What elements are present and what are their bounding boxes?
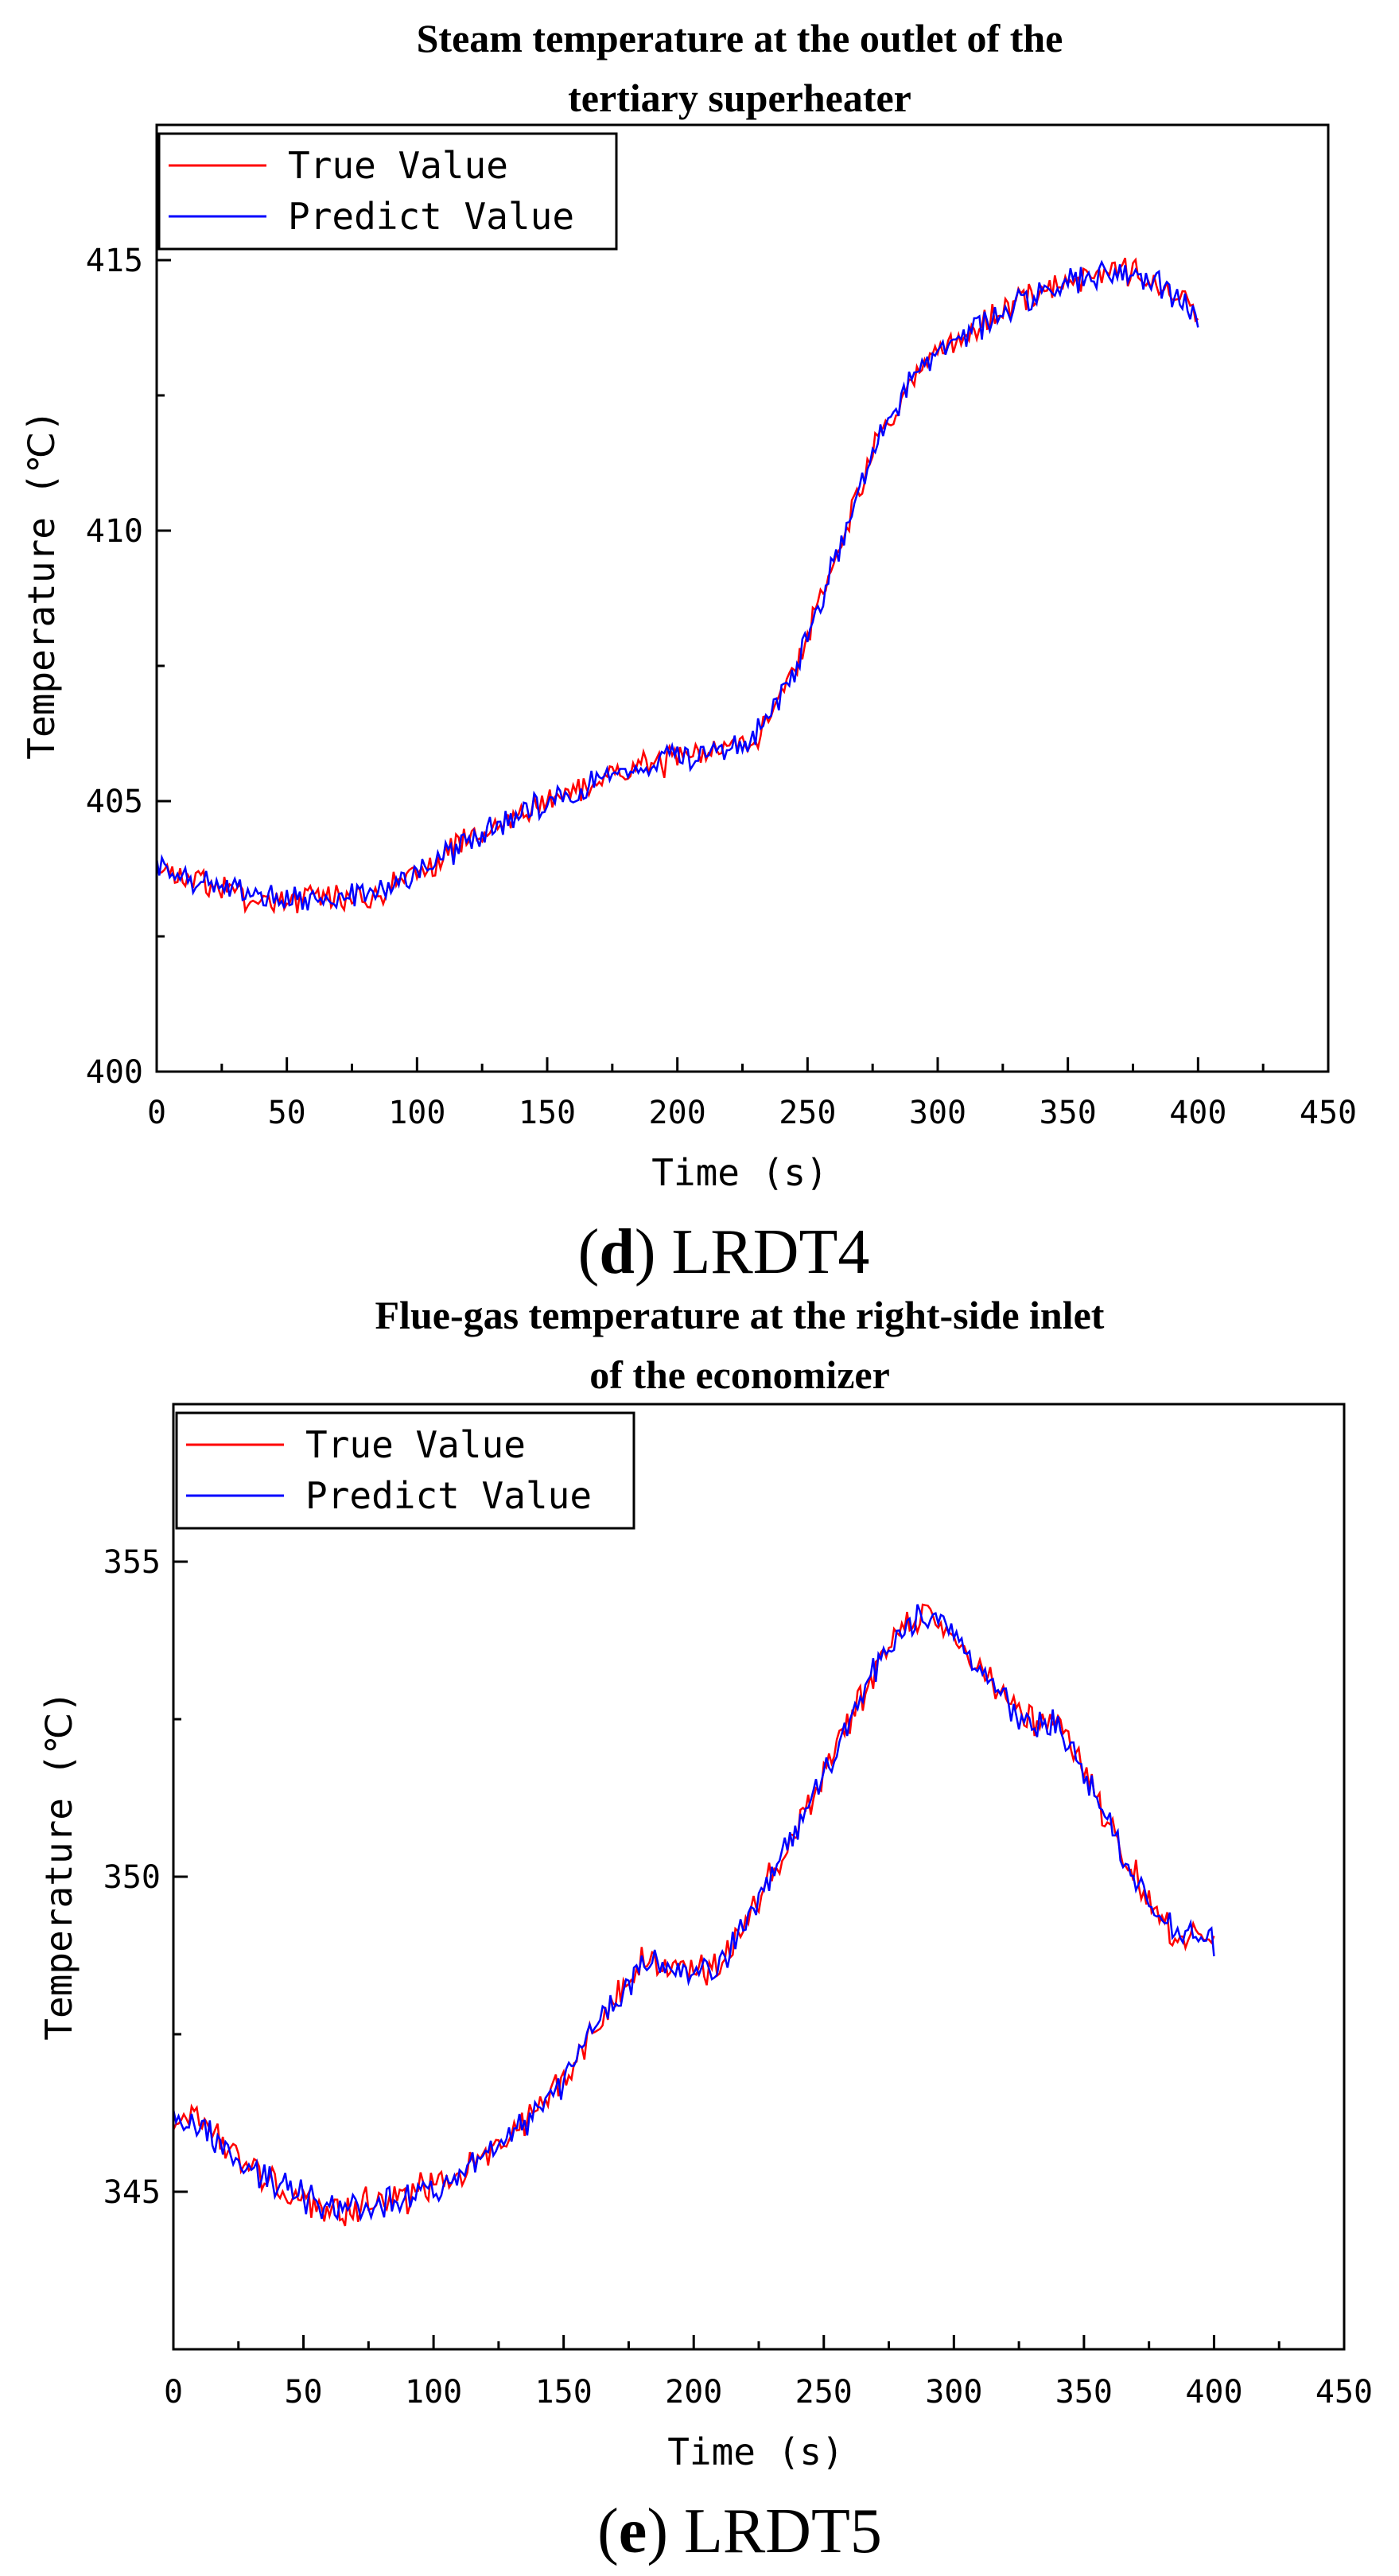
- chart-d-y-tick-label: 410: [86, 513, 143, 550]
- chart-d-x-tick-label: 200: [649, 1095, 706, 1131]
- chart-d-legend-box: [157, 132, 618, 251]
- chart-e-x-tick-label: 100: [405, 2374, 462, 2411]
- chart-d-legend-predict-label: Predict Value: [288, 195, 574, 238]
- chart-e-y-tick-label: 350: [103, 1859, 161, 1896]
- chart-e-x-tick-label: 350: [1055, 2374, 1113, 2411]
- chart-e-legend-true-label: True Value: [305, 1423, 526, 1466]
- chart-d-legend-true-label: True Value: [288, 144, 508, 187]
- chart-d-x-tick-label: 350: [1040, 1095, 1097, 1131]
- chart-d-true-value-line: [155, 257, 1199, 915]
- chart-d-y-axis-label: Temperature (℃): [20, 410, 63, 759]
- chart-d-caption: (d) LRDT4: [578, 1217, 870, 1287]
- chart-e-x-tick-label: 150: [535, 2374, 593, 2411]
- chart-e-x-tick-label: 300: [925, 2374, 982, 2411]
- chart-e-plot-area: 0 50 100 150 200 250 300 350 400 450 345 350 355: [103, 1403, 1373, 2411]
- chart-e-caption: (e) LRDT5: [597, 2496, 882, 2566]
- chart-d-y-tick-label: 415: [86, 243, 143, 279]
- chart-e-x-tick-label: 450: [1315, 2374, 1373, 2411]
- chart-d-y-tick-label: 405: [86, 784, 143, 820]
- chart-e-y-tick-label: 345: [103, 2174, 161, 2211]
- chart-e-x-tick-label: 400: [1185, 2374, 1242, 2411]
- chart-d-title-line-1: Steam temperature at the outlet of the: [417, 16, 1063, 60]
- chart-d-x-tick-label: 300: [909, 1095, 966, 1131]
- chart-e-x-tick-label: 0: [164, 2374, 183, 2411]
- chart-e-true-value-line: [172, 1603, 1215, 2227]
- chart-e-legend: True Value Predict Value: [175, 1411, 635, 1530]
- chart-d-plot-frame: [155, 123, 1330, 1073]
- chart-d-x-tick-label: 100: [388, 1095, 445, 1131]
- chart-d-predict-value-line: [155, 259, 1199, 911]
- chart-d-plot-area: 0 50 100 150 200 250 300 350 400 450 400 405 410 415: [86, 123, 1357, 1131]
- chart-d-title-line-2: tertiary superheater: [568, 76, 911, 120]
- chart-e-x-axis-label: Time (s): [667, 2430, 844, 2473]
- chart-d-legend: True Value Predict Value: [157, 132, 618, 251]
- chart-e-legend-predict-label: Predict Value: [305, 1474, 592, 1517]
- chart-d: Steam temperature at the outlet of the t…: [20, 16, 1357, 1287]
- chart-e-title-line-1: Flue-gas temperature at the right-side i…: [375, 1293, 1105, 1337]
- chart-d-x-tick-label: 150: [519, 1095, 576, 1131]
- chart-e: Flue-gas temperature at the right-side i…: [37, 1293, 1373, 2566]
- chart-d-x-tick-label: 250: [779, 1095, 836, 1131]
- chart-d-x-axis-label: Time (s): [651, 1151, 828, 1194]
- chart-e-predict-value-line: [172, 1604, 1215, 2222]
- chart-e-x-tick-label: 250: [795, 2374, 853, 2411]
- chart-d-x-tick-label: 50: [268, 1095, 306, 1131]
- chart-e-title-line-2: of the economizer: [589, 1352, 890, 1397]
- chart-e-x-tick-label: 200: [665, 2374, 722, 2411]
- chart-d-x-tick-label: 450: [1300, 1095, 1357, 1131]
- chart-d-y-tick-label: 400: [86, 1054, 143, 1091]
- chart-e-legend-box: [175, 1411, 635, 1530]
- chart-d-caption-letter: d: [599, 1217, 635, 1287]
- chart-e-y-axis-label: Temperature (℃): [37, 1691, 80, 2040]
- chart-d-x-tick-label: 400: [1169, 1095, 1226, 1131]
- chart-e-y-tick-label: 355: [103, 1544, 161, 1581]
- chart-e-x-tick-label: 50: [284, 2374, 322, 2411]
- chart-e-caption-text: LRDT5: [684, 2496, 882, 2566]
- chart-e-caption-letter: e: [619, 2496, 647, 2566]
- chart-d-x-tick-label: 0: [147, 1095, 166, 1131]
- chart-d-caption-text: LRDT4: [671, 1217, 869, 1287]
